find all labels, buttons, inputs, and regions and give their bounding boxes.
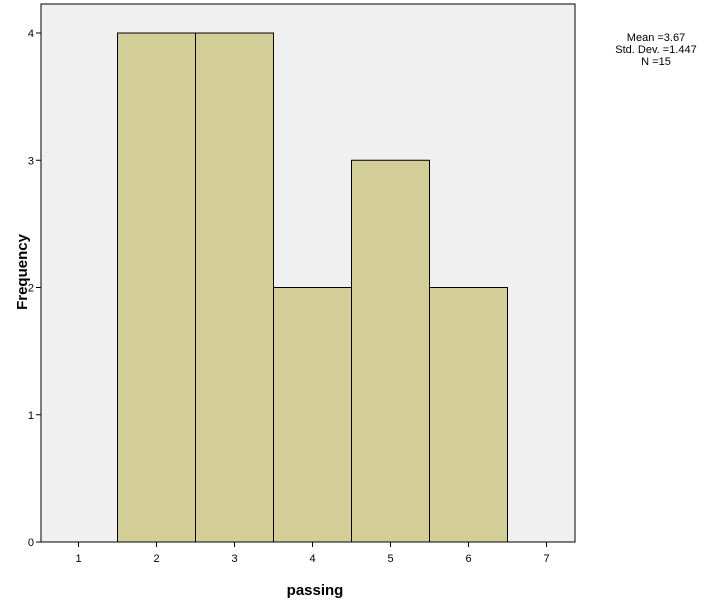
stat-std-dev: Std. Dev. =1.447 — [615, 44, 696, 56]
stats-box: Mean =3.67 Std. Dev. =1.447 N =15 — [615, 32, 696, 68]
y-tick-label: 2 — [28, 283, 34, 295]
bars-group — [117, 32, 508, 543]
histogram-bar — [117, 32, 196, 543]
y-tick-label: 4 — [28, 28, 34, 40]
stat-mean: Mean =3.67 — [627, 32, 685, 44]
x-tick-label: 4 — [309, 553, 315, 565]
x-axis-title: passing — [287, 582, 344, 599]
x-tick-label: 3 — [231, 553, 237, 565]
y-tick-label: 1 — [28, 410, 34, 422]
x-tick-label: 5 — [387, 553, 393, 565]
histogram-bar — [351, 159, 430, 543]
x-tick-label: 6 — [465, 553, 471, 565]
y-axis: 0 1 2 3 4 — [28, 28, 41, 549]
y-axis-title: Frequency — [14, 233, 31, 310]
y-tick-label: 3 — [28, 155, 34, 167]
histogram-bar — [429, 287, 508, 543]
x-tick-label: 2 — [153, 553, 159, 565]
x-tick-label: 7 — [543, 553, 549, 565]
histogram-bar — [273, 287, 352, 543]
x-axis: 1 2 3 4 5 6 7 — [75, 542, 550, 565]
y-tick-label: 0 — [28, 537, 34, 549]
histogram-bar — [195, 32, 274, 543]
stat-n: N =15 — [641, 56, 671, 68]
x-tick-label: 1 — [75, 553, 81, 565]
